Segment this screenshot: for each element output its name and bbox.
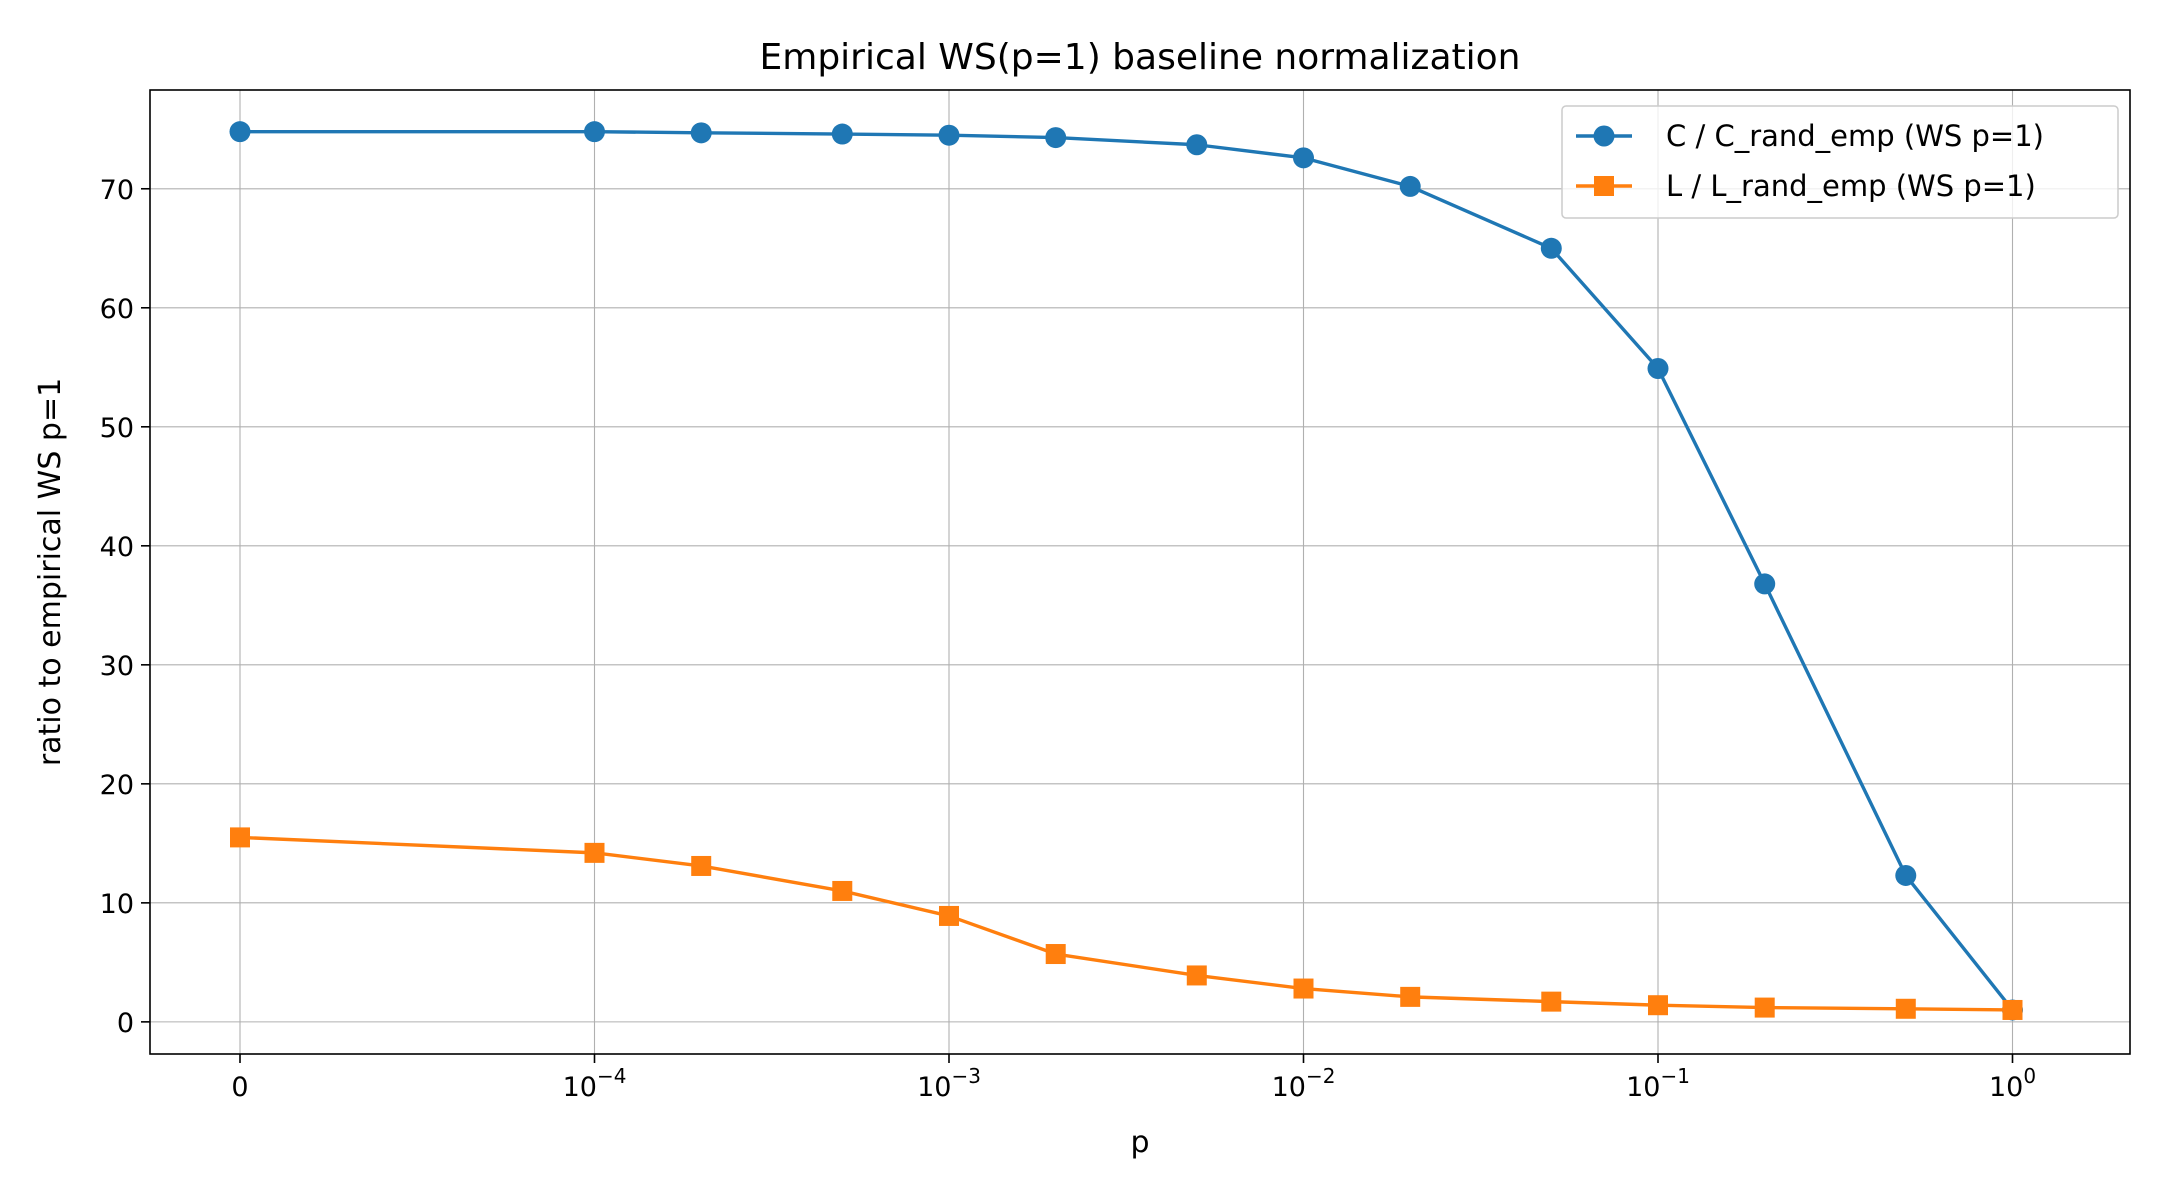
y-tick-label: 30 — [100, 651, 134, 682]
y-tick-label: 0 — [117, 1008, 134, 1039]
y-tick-label: 60 — [100, 294, 134, 325]
y-tick-label: 40 — [100, 532, 134, 563]
data-point — [230, 827, 250, 848]
y-tick-label: 20 — [100, 770, 134, 801]
y-tick-label: 10 — [100, 889, 134, 920]
data-point — [584, 842, 605, 863]
data-point — [2002, 999, 2023, 1020]
x-axis-label: p — [1130, 1125, 1149, 1160]
legend-marker — [1594, 176, 1614, 196]
data-point — [1186, 965, 1207, 986]
data-point — [1399, 175, 1421, 197]
y-tick-label: 70 — [100, 175, 134, 206]
data-point — [1541, 991, 1562, 1012]
series-line — [240, 129, 2014, 1012]
data-point — [1400, 986, 1421, 1007]
x-tick-label: 10−2 — [1272, 1064, 1336, 1103]
data-point — [1540, 237, 1562, 259]
data-point — [1647, 357, 1669, 379]
data-point — [1648, 995, 1668, 1016]
data-point — [938, 124, 960, 146]
data-point — [1293, 978, 1314, 999]
x-tick-label: 10−1 — [1626, 1064, 1690, 1103]
data-point — [1293, 147, 1314, 169]
data-point — [1045, 127, 1067, 149]
x-tick-label: 10−3 — [917, 1064, 981, 1103]
legend-marker — [1593, 125, 1615, 147]
y-axis-label: ratio to empirical WS p=1 — [33, 378, 68, 766]
plot-frame — [149, 89, 2131, 1055]
data-point — [229, 121, 251, 143]
data-point — [1754, 997, 1775, 1018]
series-line — [239, 835, 2013, 1012]
series-layer — [229, 121, 2023, 1021]
data-point — [584, 121, 605, 143]
x-tick-label: 100 — [1989, 1064, 2036, 1103]
series-2 — [230, 827, 2023, 1020]
x-axis-ticks: 0 10−4 10−3 10−2 10−1 100 — [231, 1054, 2036, 1103]
legend-label: C / C_rand_emp (WS p=1) — [1666, 119, 2044, 153]
x-tick-label: 0 — [231, 1072, 248, 1103]
legend-frame — [1561, 105, 2119, 219]
y-axis-ticks: 0 10 20 30 40 50 60 70 — [100, 175, 150, 1039]
data-point — [691, 855, 712, 876]
legend: C / C_rand_emp (WS p=1) L / L_rand_emp (W… — [1561, 105, 2119, 219]
data-point — [832, 880, 853, 901]
data-point — [939, 905, 959, 926]
grid-layer — [150, 90, 2130, 1054]
x-tick-label: 10−4 — [563, 1064, 627, 1103]
data-point — [1895, 998, 1916, 1019]
data-point — [690, 122, 712, 144]
data-point — [1895, 864, 1917, 886]
legend-label: L / L_rand_emp (WS p=1) — [1666, 169, 2036, 203]
data-point — [831, 123, 853, 145]
data-point — [1045, 944, 1066, 965]
y-tick-label: 50 — [100, 413, 134, 444]
data-point — [1186, 134, 1208, 156]
data-point — [1754, 573, 1776, 595]
chart-title: Empirical WS(p=1) baseline normalization — [760, 37, 1521, 78]
